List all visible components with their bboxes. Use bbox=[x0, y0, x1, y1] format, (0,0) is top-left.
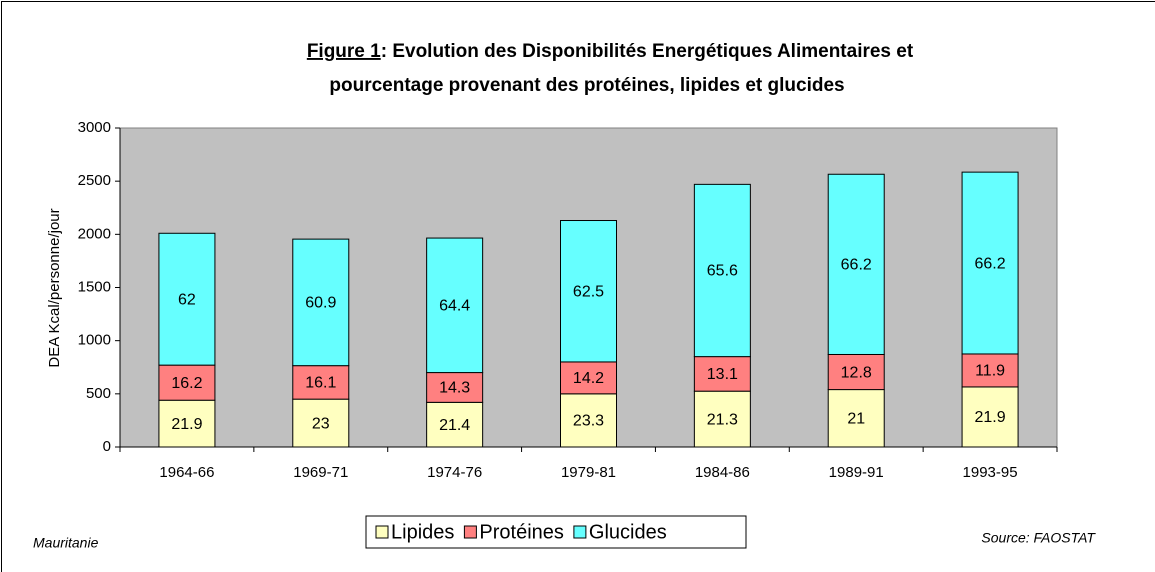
bar-segment bbox=[560, 393, 617, 448]
x-tick-label: 1974-76 bbox=[427, 464, 482, 481]
legend-label: Protéines bbox=[479, 521, 564, 543]
percent-label: 12.8 bbox=[841, 364, 872, 381]
percent-label: 62.5 bbox=[573, 283, 604, 300]
bar-segment bbox=[292, 238, 350, 367]
y-tick-label: 1000 bbox=[78, 332, 111, 349]
bar-segment bbox=[292, 365, 350, 400]
percent-label: 64.4 bbox=[439, 298, 470, 315]
bar-segment bbox=[158, 232, 216, 366]
percent-label: 16.2 bbox=[171, 375, 202, 392]
legend-swatch bbox=[375, 525, 389, 539]
bar-segment bbox=[827, 389, 885, 448]
legend-label: Lipides bbox=[391, 521, 454, 543]
x-tick-label: 1989-91 bbox=[829, 464, 884, 481]
x-tick-label: 1993-95 bbox=[963, 464, 1018, 481]
percent-label: 21.3 bbox=[707, 411, 738, 428]
x-tick-label: 1984-86 bbox=[695, 464, 750, 481]
percent-label: 65.6 bbox=[707, 263, 738, 280]
bar-segment bbox=[961, 171, 1019, 355]
x-tick-label: 1969-71 bbox=[293, 464, 348, 481]
percent-label: 23.3 bbox=[573, 413, 604, 430]
percent-label: 16.1 bbox=[305, 375, 336, 392]
x-tick-label: 1979-81 bbox=[561, 464, 616, 481]
percent-label: 21 bbox=[847, 411, 865, 428]
y-axis-label: DEA Kcal/personne/jour bbox=[46, 208, 63, 367]
legend bbox=[365, 515, 747, 549]
bar-segment bbox=[426, 237, 484, 374]
bar-segment bbox=[560, 220, 617, 363]
title-text: : Evolution des Disponibilités Energétiq… bbox=[381, 41, 914, 62]
percent-label: 13.1 bbox=[707, 366, 738, 383]
bar-segment bbox=[693, 390, 751, 448]
bar-segment bbox=[426, 401, 484, 448]
percent-label: 14.3 bbox=[439, 380, 470, 397]
y-tick-label: 500 bbox=[86, 385, 111, 402]
bar-segment bbox=[693, 356, 751, 392]
percent-label: 21.9 bbox=[171, 416, 202, 433]
chart-title: Figure 1: Evolution des Disponibilités E… bbox=[307, 41, 914, 62]
bar-segment bbox=[827, 173, 885, 355]
bar-segment bbox=[961, 353, 1019, 388]
chart-title-line2: pourcentage provenant des protéines, lip… bbox=[329, 75, 844, 96]
bar-segment bbox=[426, 372, 484, 403]
bar-segment bbox=[292, 398, 350, 448]
bar-segment bbox=[158, 364, 216, 401]
title-prefix: Figure 1 bbox=[307, 41, 381, 62]
bar-segment bbox=[827, 353, 885, 391]
bar-segment bbox=[693, 183, 751, 358]
bar-segment bbox=[961, 386, 1019, 448]
percent-label: 11.9 bbox=[975, 363, 1005, 380]
source: Source: FAOSTAT bbox=[981, 530, 1096, 546]
percent-label: 60.9 bbox=[305, 295, 336, 312]
y-tick-label: 2500 bbox=[78, 172, 111, 189]
bar-segment bbox=[560, 361, 617, 395]
x-tick-label: 1964-66 bbox=[159, 464, 214, 481]
y-tick-label: 2000 bbox=[78, 225, 111, 242]
percent-label: 21.4 bbox=[439, 417, 470, 434]
percent-label: 14.2 bbox=[573, 370, 604, 387]
legend-swatch bbox=[463, 525, 477, 539]
y-tick-label: 0 bbox=[103, 438, 111, 455]
legend-swatch bbox=[573, 525, 587, 539]
percent-label: 23 bbox=[312, 415, 330, 432]
percent-label: 21.9 bbox=[975, 409, 1006, 426]
percent-label: 66.2 bbox=[841, 257, 872, 274]
y-tick-label: 1500 bbox=[78, 278, 111, 295]
note: Mauritanie bbox=[33, 535, 99, 551]
percent-label: 62 bbox=[178, 291, 196, 308]
percent-label: 66.2 bbox=[975, 255, 1006, 272]
y-tick-label: 3000 bbox=[78, 119, 111, 136]
legend-label: Glucides bbox=[589, 521, 667, 543]
